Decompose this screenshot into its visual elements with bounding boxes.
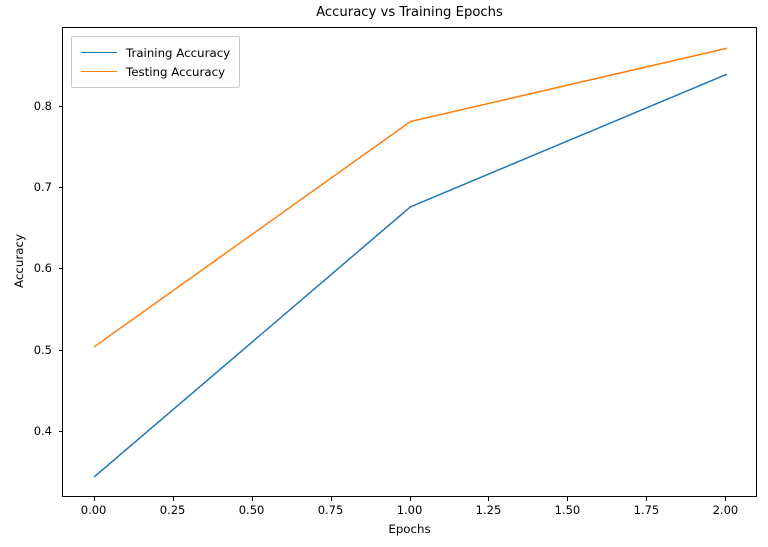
y-tick-label: 0.5 [33,342,52,357]
series-line [93,73,728,478]
lines-layer [93,47,728,478]
x-tick-label: 1.25 [475,503,502,517]
x-axis-label: Epochs [388,522,431,536]
x-tick-mark [93,497,95,501]
y-tick-label: 0.4 [33,423,52,438]
x-tick-label: 2.00 [712,503,739,517]
x-tick-label: 0.25 [159,503,186,517]
legend-entry[interactable]: Training Accuracy [81,43,230,62]
y-tick-mark [58,430,62,432]
legend-entry[interactable]: Testing Accuracy [81,62,230,81]
x-tick-mark [725,497,727,501]
y-tick-label: 0.7 [33,180,52,195]
plot-area [62,27,757,497]
chart-title: Accuracy vs Training Epochs [316,5,503,20]
y-tick-mark [58,349,62,351]
y-tick-mark [58,187,62,189]
legend-line-swatch [81,52,117,53]
x-tick-mark [330,497,332,501]
x-tick-label: 1.50 [554,503,581,517]
x-tick-label: 1.75 [633,503,660,517]
x-tick-mark [646,497,648,501]
y-tick-mark [58,268,62,270]
legend-label: Training Accuracy [126,45,231,60]
series-line [93,47,728,348]
y-tick-mark [58,105,62,107]
x-tick-label: 0.00 [80,503,107,517]
x-tick-mark [172,497,174,501]
legend: Training Accuracy Testing Accuracy [71,36,241,88]
y-tick-label: 0.8 [33,98,52,113]
legend-label: Testing Accuracy [126,64,226,79]
y-axis-label: Accuracy [12,234,26,288]
y-tick-label: 0.6 [33,261,52,276]
x-tick-mark [488,497,490,501]
x-tick-mark [409,497,411,501]
x-tick-label: 0.50 [238,503,265,517]
x-tick-mark [567,497,569,501]
x-tick-label: 1.00 [396,503,423,517]
x-tick-label: 0.75 [317,503,344,517]
legend-line-swatch [81,71,117,72]
x-tick-mark [251,497,253,501]
